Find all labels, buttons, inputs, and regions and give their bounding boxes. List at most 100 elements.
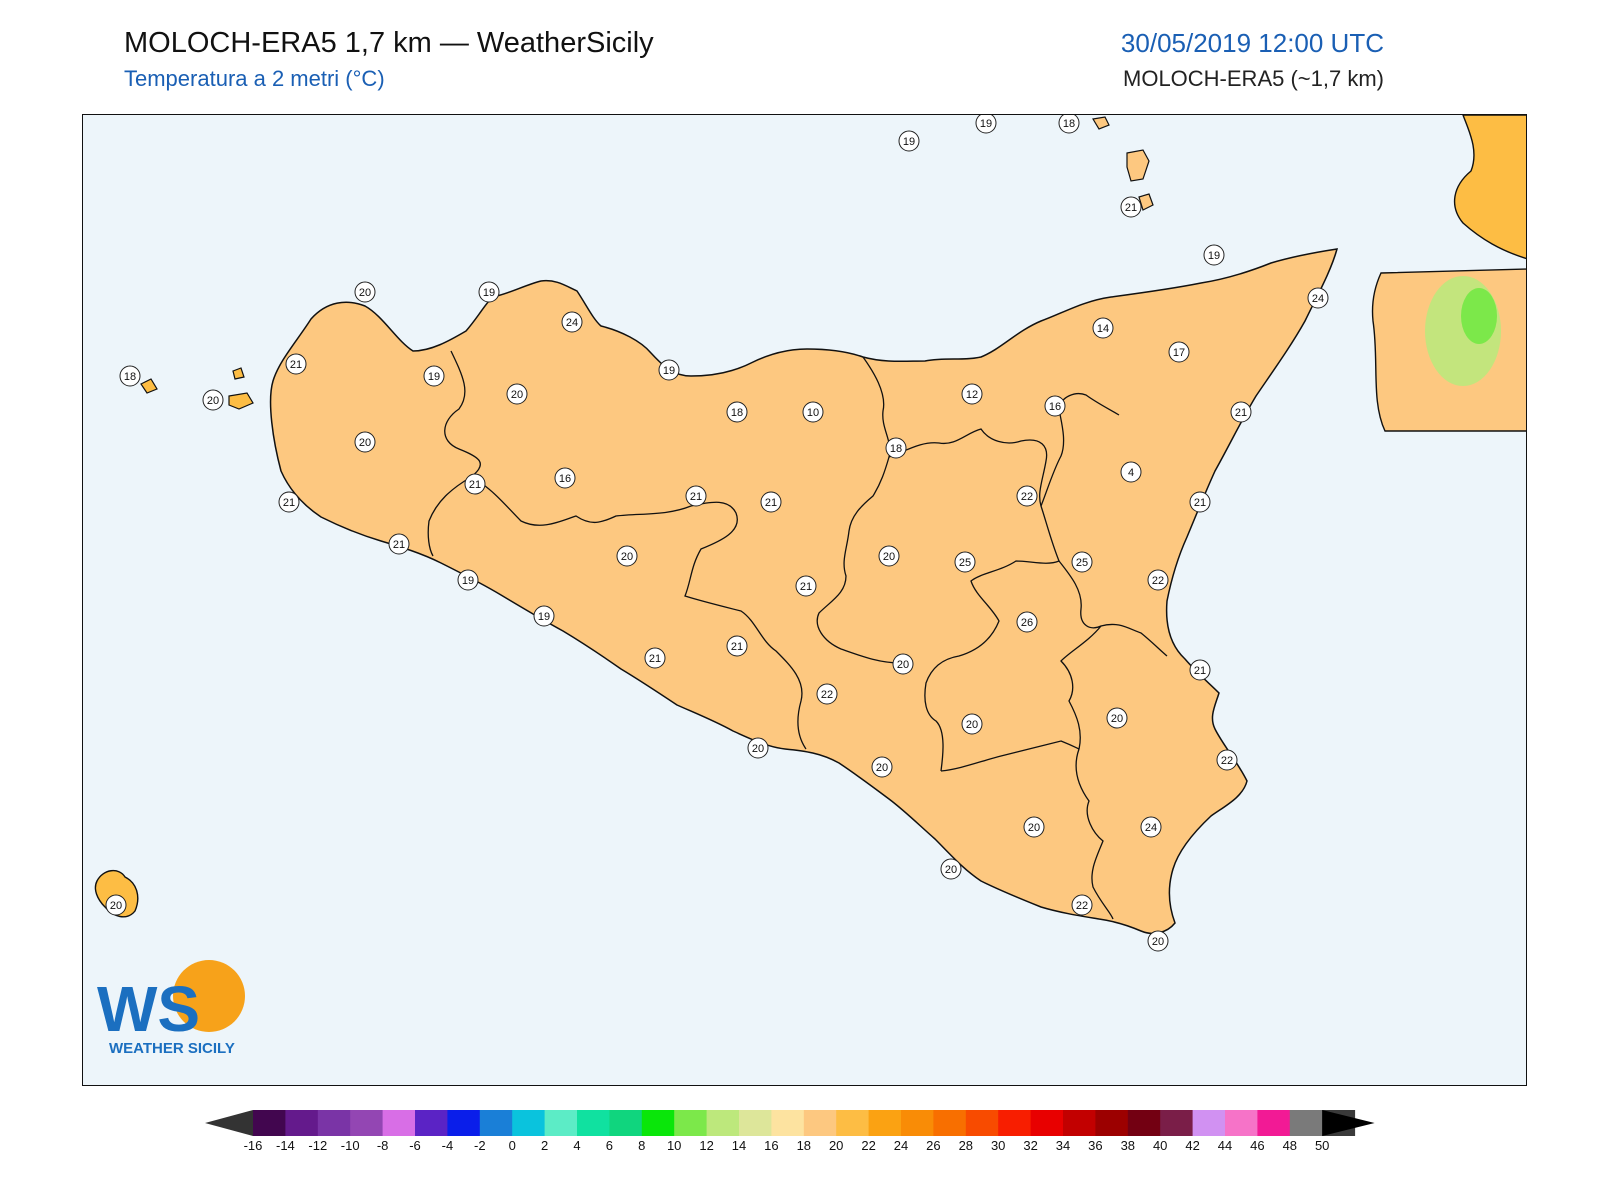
station-marker: 21: [760, 491, 782, 513]
station-value: 19: [1208, 250, 1220, 262]
colorbar-segment: [285, 1110, 319, 1136]
map-title: MOLOCH-ERA5 1,7 km — WeatherSicily: [124, 27, 654, 59]
station-circle: [954, 551, 976, 573]
colorbar-tick-label: -12: [308, 1138, 327, 1150]
station-circle: [278, 491, 300, 513]
station-value: 18: [731, 407, 743, 419]
station-marker: 12: [961, 383, 983, 405]
station-circle: [423, 365, 445, 387]
station-circle: [1147, 930, 1169, 952]
station-circle: [1016, 485, 1038, 507]
station-circle: [1092, 317, 1114, 339]
station-marker: 18: [726, 401, 748, 423]
colorbar-segment: [479, 1110, 513, 1136]
station-circle: [554, 467, 576, 489]
station-marker: 21: [685, 485, 707, 507]
station-value: 21: [690, 491, 702, 503]
station-marker: 21: [795, 575, 817, 597]
station-circle: [1307, 287, 1329, 309]
station-circle: [354, 431, 376, 453]
colorbar-segment: [1030, 1110, 1064, 1136]
colorbar-segment: [350, 1110, 384, 1136]
station-value: 20: [945, 864, 957, 876]
colorbar-tick-label: -4: [442, 1138, 454, 1150]
station-circle: [1120, 196, 1142, 218]
station-value: 17: [1173, 347, 1185, 359]
colorbar-segment: [609, 1110, 643, 1136]
station-circle: [878, 545, 900, 567]
colorbar-segment: [771, 1110, 805, 1136]
station-value: 16: [559, 473, 571, 485]
station-value: 22: [1076, 900, 1088, 912]
station-marker: 17: [1168, 341, 1190, 363]
station-value: 16: [1049, 401, 1061, 413]
colorbar-tick-label: 18: [797, 1138, 811, 1150]
station-marker: 21: [388, 533, 410, 555]
station-marker: 20: [871, 756, 893, 778]
station-circle: [1023, 816, 1045, 838]
colorbar-tick-label: 28: [959, 1138, 973, 1150]
station-circle: [1216, 749, 1238, 771]
station-value: 19: [462, 575, 474, 587]
station-value: 20: [876, 762, 888, 774]
station-circle: [658, 359, 680, 381]
station-circle: [892, 653, 914, 675]
station-circle: [685, 485, 707, 507]
station-marker: 20: [878, 545, 900, 567]
colorbar-tick-label: 6: [606, 1138, 613, 1150]
station-marker: 19: [1203, 244, 1225, 266]
station-circle: [533, 605, 555, 627]
station-marker: 24: [1307, 287, 1329, 309]
colorbar-tick-label: -10: [341, 1138, 360, 1150]
colorbar-tick-label: 48: [1283, 1138, 1297, 1150]
station-circle: [961, 713, 983, 735]
station-marker: 22: [1216, 749, 1238, 771]
station-marker: 16: [554, 467, 576, 489]
station-marker: 21: [464, 473, 486, 495]
colorbar-segment: [868, 1110, 902, 1136]
station-value: 19: [980, 118, 992, 130]
station-value: 21: [290, 359, 302, 371]
station-circle: [871, 756, 893, 778]
station-marker: 25: [954, 551, 976, 573]
station-value: 21: [283, 497, 295, 509]
station-marker: 22: [1147, 569, 1169, 591]
colorbar-segment: [1289, 1110, 1323, 1136]
station-labels: 19 19 18 21 19 24 20 19 24 21 19 19 18 20 20 18 10 12 14 17…: [105, 115, 1329, 952]
station-marker: 20: [105, 894, 127, 916]
colorbar-tick-label: 20: [829, 1138, 843, 1150]
station-circle: [726, 635, 748, 657]
station-value: 20: [110, 900, 122, 912]
station-value: 18: [1063, 118, 1075, 130]
temperature-map: WS WEATHER SICILY 19 19 18 21 19 24 20 19 24 21 19…: [82, 114, 1527, 1086]
station-value: 20: [1028, 822, 1040, 834]
station-marker: 20: [1106, 707, 1128, 729]
station-value: 24: [566, 317, 578, 329]
station-value: 21: [469, 479, 481, 491]
calabria-landmass: [1371, 115, 1526, 432]
station-value: 21: [1125, 202, 1137, 214]
station-marker: 22: [1016, 485, 1038, 507]
station-marker: 20: [202, 389, 224, 411]
station-value: 19: [903, 136, 915, 148]
station-circle: [354, 281, 376, 303]
colorbar-segment: [1095, 1110, 1129, 1136]
station-marker: 19: [457, 569, 479, 591]
station-circle: [202, 389, 224, 411]
station-value: 20: [511, 389, 523, 401]
station-circle: [388, 533, 410, 555]
station-marker: 21: [278, 491, 300, 513]
station-marker: 22: [816, 683, 838, 705]
colorbar-tick-label: 14: [732, 1138, 746, 1150]
station-value: 21: [649, 653, 661, 665]
station-value: 21: [765, 497, 777, 509]
station-value: 21: [1235, 407, 1247, 419]
station-circle: [726, 401, 748, 423]
station-marker: 20: [940, 858, 962, 880]
colorbar-tick-label: 26: [926, 1138, 940, 1150]
colorbar-segment: [253, 1110, 286, 1136]
colorbar-segment: [739, 1110, 772, 1136]
station-marker: 19: [478, 281, 500, 303]
station-marker: 21: [1230, 401, 1252, 423]
station-marker: 20: [747, 737, 769, 759]
